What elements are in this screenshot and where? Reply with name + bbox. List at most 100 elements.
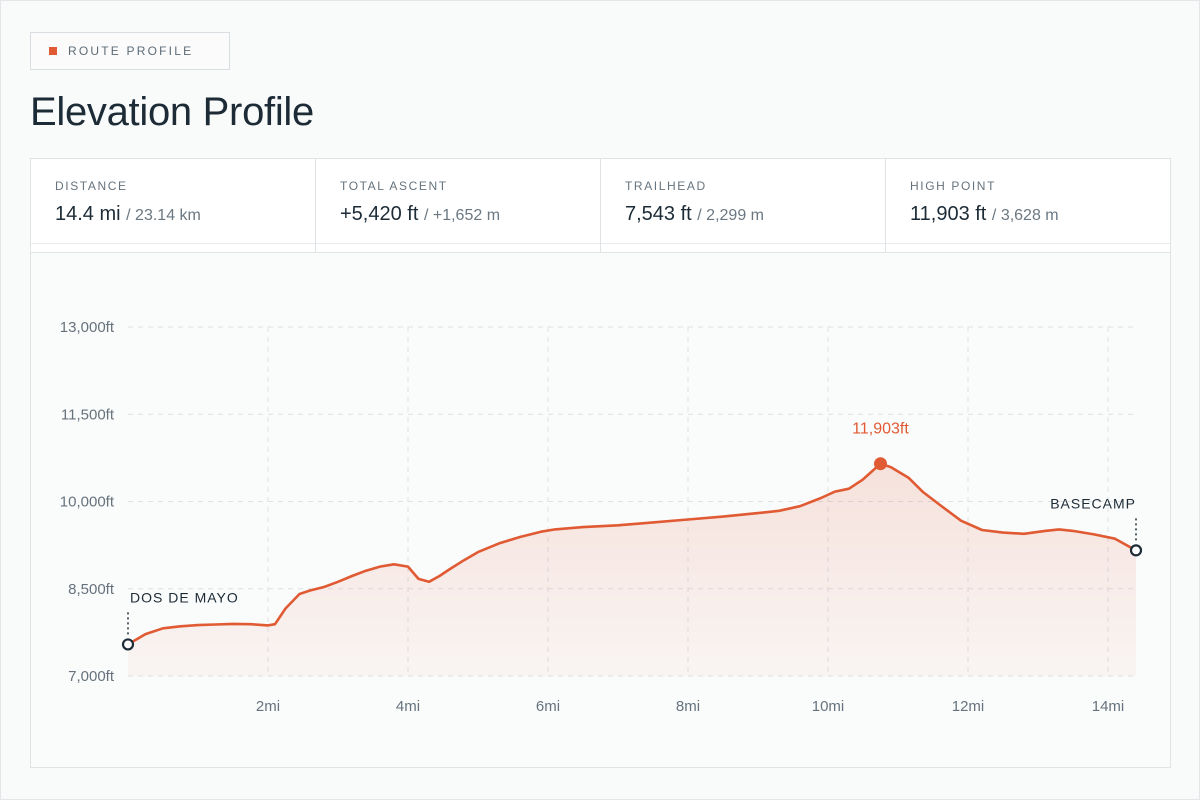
stat-sub: / 23.14 km <box>126 207 201 224</box>
elevation-point <box>309 589 311 592</box>
endpoint-label: BASECAMP <box>1050 495 1136 511</box>
elevation-point <box>1023 532 1025 535</box>
y-tick-label: 8,500ft <box>68 581 115 598</box>
elevation-point <box>365 569 367 572</box>
stat-sub: / +1,652 m <box>423 207 501 224</box>
stat-total-ascent: TOTAL ASCENT +5,420 ft / +1,652 m <box>316 159 601 252</box>
stat-value-row: +5,420 ft / +1,652 m <box>340 203 600 226</box>
elevation-point <box>1072 530 1074 532</box>
y-tick-label: 13,000ft <box>60 319 115 336</box>
stat-label: TOTAL ASCENT <box>340 179 448 193</box>
elevation-point <box>267 624 269 627</box>
elevation-point <box>617 524 619 527</box>
elevation-point <box>351 575 353 577</box>
elevation-point <box>778 510 780 512</box>
stat-sub: / 3,628 m <box>991 207 1059 224</box>
elevation-point <box>144 633 147 635</box>
stat-high-point: HIGH POINT 11,903 ft / 3,628 m <box>886 159 1170 252</box>
x-tick-label: 4mi <box>396 698 420 715</box>
elevation-point <box>284 607 287 610</box>
chart-panel <box>30 253 1171 768</box>
elevation-point <box>652 521 654 524</box>
elevation-point <box>407 565 409 568</box>
elevation-point <box>417 578 420 580</box>
x-axis-ticks: 2mi 4mi 6mi 8mi 10mi 12mi 14mi <box>256 698 1124 715</box>
elevation-point <box>298 593 301 595</box>
y-axis-ticks: 7,000ft 8,500ft 10,000ft 11,500ft 13,000ft <box>60 319 115 685</box>
stat-label: TRAILHEAD <box>625 179 707 193</box>
elevation-point <box>162 627 164 630</box>
elevation-point <box>1093 533 1095 536</box>
stat-value: 14.4 mi <box>55 203 121 225</box>
tag-square-icon <box>49 47 57 55</box>
elevation-point <box>834 490 836 493</box>
elevation-point <box>197 624 199 626</box>
elevation-point <box>498 542 500 545</box>
x-tick-label: 8mi <box>676 698 700 715</box>
page-title: Elevation Profile <box>30 90 314 134</box>
stat-value-row: 11,903 ft / 3,628 m <box>910 203 1170 226</box>
elevation-point <box>323 586 325 588</box>
elevation-point <box>960 519 962 522</box>
elevation-point <box>249 623 252 626</box>
stat-label: HIGH POINT <box>910 179 997 193</box>
stat-trailhead: TRAILHEAD 7,543 ft / 2,299 m <box>601 159 886 252</box>
annotations: DOS DE MAYO 11,903ft BASECAMP <box>121 421 1143 651</box>
elevation-point <box>1058 528 1060 531</box>
endpoint-marker <box>121 638 135 651</box>
elevation-point <box>179 625 182 628</box>
elevation-point <box>337 580 339 583</box>
stats-bar: DISTANCE 14.4 mi / 23.14 km TOTAL ASCENT… <box>30 158 1171 253</box>
x-tick-label: 6mi <box>536 698 560 715</box>
elevation-point <box>214 623 217 626</box>
stat-value-row: 7,543 ft / 2,299 m <box>625 203 885 226</box>
elevation-point <box>438 575 441 577</box>
elevation-point <box>477 551 479 553</box>
elevation-point <box>449 568 451 570</box>
elevation-point <box>232 623 234 625</box>
elevation-point <box>274 623 276 626</box>
x-tick-label: 10mi <box>812 698 845 715</box>
tag-label: ROUTE PROFILE <box>68 44 194 58</box>
elevation-points <box>127 462 1137 646</box>
elevation-point <box>722 515 724 518</box>
elevation-area <box>128 463 1136 676</box>
elevation-point <box>463 559 465 562</box>
peak-label: 11,903ft <box>852 421 909 438</box>
elevation-point <box>428 580 430 583</box>
y-tick-label: 11,500ft <box>61 406 115 423</box>
stat-distance: DISTANCE 14.4 mi / 23.14 km <box>31 159 316 252</box>
elevation-point <box>848 487 850 490</box>
x-tick-label: 14mi <box>1092 698 1125 715</box>
stat-value: 11,903 ft <box>910 203 987 225</box>
elevation-point <box>862 478 864 481</box>
endpoint-label: DOS DE MAYO <box>130 589 239 605</box>
elevation-point <box>519 536 521 538</box>
elevation-point <box>890 466 892 468</box>
elevation-point <box>981 529 983 531</box>
elevation-point <box>757 512 759 514</box>
endpoint-marker <box>1129 544 1143 557</box>
y-tick-label: 7,000ft <box>68 668 115 685</box>
elevation-point <box>799 505 801 507</box>
peak-marker <box>874 457 887 471</box>
x-tick-label: 12mi <box>952 698 985 715</box>
elevation-point <box>1002 531 1004 534</box>
elevation-point <box>1114 537 1116 540</box>
elevation-point <box>379 565 381 568</box>
elevation-point <box>921 490 924 493</box>
elevation-point <box>939 504 941 506</box>
stat-label: DISTANCE <box>55 179 128 193</box>
y-tick-label: 10,000ft <box>60 494 115 511</box>
elevation-point <box>907 476 910 479</box>
stat-value: 7,543 ft <box>625 203 692 225</box>
section-tag: ROUTE PROFILE <box>30 32 230 70</box>
elevation-point <box>554 528 556 531</box>
x-tick-label: 2mi <box>256 698 280 715</box>
elevation-point <box>540 530 542 533</box>
elevation-point <box>687 518 689 521</box>
elevation-point <box>820 497 822 499</box>
elevation-point <box>1044 530 1046 532</box>
stat-sub: / 2,299 m <box>697 207 764 224</box>
